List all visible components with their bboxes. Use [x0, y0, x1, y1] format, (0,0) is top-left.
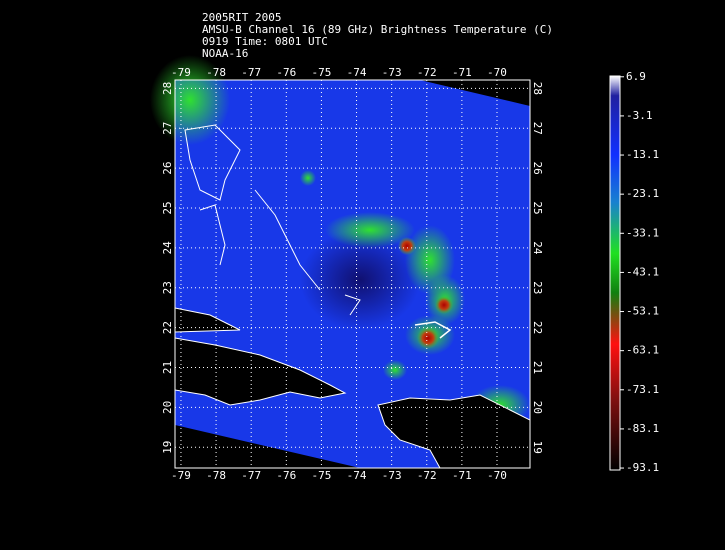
header: 2005RIT 2005 AMSU-B Channel 16 (89 GHz) …	[202, 11, 553, 60]
colorbar-tick-label: -63.1	[626, 344, 659, 357]
field-blob	[398, 237, 416, 255]
header-line: AMSU-B Channel 16 (89 GHz) Brightness Te…	[202, 23, 553, 36]
lon-tick-label: -71	[452, 66, 472, 79]
field-blob	[417, 327, 439, 349]
lat-tick-label: 21	[161, 361, 174, 374]
lon-tick-label: -75	[311, 469, 331, 482]
colorbar-tick-label: -13.1	[626, 148, 659, 161]
lon-tick-label: -74	[347, 469, 367, 482]
lon-tick-label: -73	[382, 469, 402, 482]
coastline	[254, 189, 321, 291]
colorbar-tick-label: -23.1	[626, 187, 659, 200]
field-blob	[300, 230, 420, 330]
land	[174, 337, 347, 406]
lat-tick-label: 28	[531, 82, 544, 95]
colorbar-tick-label: -43.1	[626, 265, 659, 278]
lon-tick-label: -71	[452, 469, 472, 482]
swath-edge	[175, 425, 360, 468]
colorbar-tick-label: -73.1	[626, 383, 659, 396]
map-image	[150, 55, 531, 469]
lat-tick-label: 21	[531, 361, 544, 374]
lat-tick-label: 20	[161, 401, 174, 414]
field-blob	[300, 170, 316, 186]
colorbar-tick-label: -83.1	[626, 422, 659, 435]
lon-tick-label: -73	[382, 66, 402, 79]
coastline	[414, 321, 452, 339]
coastline	[344, 294, 361, 316]
lat-tick-label: 23	[531, 281, 544, 294]
lat-tick-label: 24	[531, 241, 544, 255]
lon-tick-label: -78	[206, 66, 226, 79]
colorbar-tick-label: -53.1	[626, 305, 659, 318]
lon-tick-label: -79	[171, 66, 191, 79]
lat-tick-label: 19	[531, 441, 544, 454]
colorbar-tick-label: -33.1	[626, 226, 659, 239]
field-blob	[325, 212, 415, 248]
coastline	[199, 204, 226, 266]
lat-tick-label: 24	[161, 241, 174, 255]
swath-edge	[420, 80, 530, 106]
map-frame	[174, 79, 531, 469]
lon-tick-label: -72	[417, 66, 437, 79]
lat-tick-label: 28	[161, 82, 174, 95]
lon-tick-label: -75	[311, 66, 331, 79]
lon-tick-label: -76	[276, 66, 296, 79]
lon-tick-label: -70	[487, 469, 507, 482]
lat-tick-label: 22	[161, 321, 174, 334]
lon-tick-label: -72	[417, 469, 437, 482]
field-blob	[383, 360, 407, 380]
lat-tick-label: 25	[161, 201, 174, 214]
field-blob	[150, 55, 230, 145]
lat-tick-label: 26	[161, 162, 174, 175]
lon-tick-label: -78	[206, 469, 226, 482]
header-line: 0919 Time: 0801 UTC	[202, 35, 328, 48]
lon-tick-label: -70	[487, 66, 507, 79]
lat-tick-label: 25	[531, 201, 544, 214]
lon-tick-label: -77	[241, 469, 261, 482]
lon-tick-label: -77	[241, 66, 261, 79]
lat-tick-label: 20	[531, 401, 544, 414]
header-line: NOAA-16	[202, 47, 248, 60]
colorbar-tick-label: 6.9	[626, 70, 646, 83]
lon-tick-label: -74	[347, 66, 367, 79]
lon-tick-label: -79	[171, 469, 191, 482]
lat-tick-label: 27	[531, 122, 544, 135]
lat-tick-label: 22	[531, 321, 544, 334]
header-line: 2005RIT 2005	[202, 11, 281, 24]
lat-tick-label: 23	[161, 281, 174, 294]
lat-tick-label: 19	[161, 441, 174, 454]
coastline	[184, 124, 241, 201]
colorbar-tick-label: -3.1	[626, 109, 653, 122]
field-blob	[435, 296, 453, 314]
lat-tick-label: 27	[161, 122, 174, 135]
lon-tick-label: -76	[276, 469, 296, 482]
lat-tick-label: 26	[531, 162, 544, 175]
colorbar	[609, 75, 621, 471]
colorbar-tick-label: -93.1	[626, 461, 659, 474]
